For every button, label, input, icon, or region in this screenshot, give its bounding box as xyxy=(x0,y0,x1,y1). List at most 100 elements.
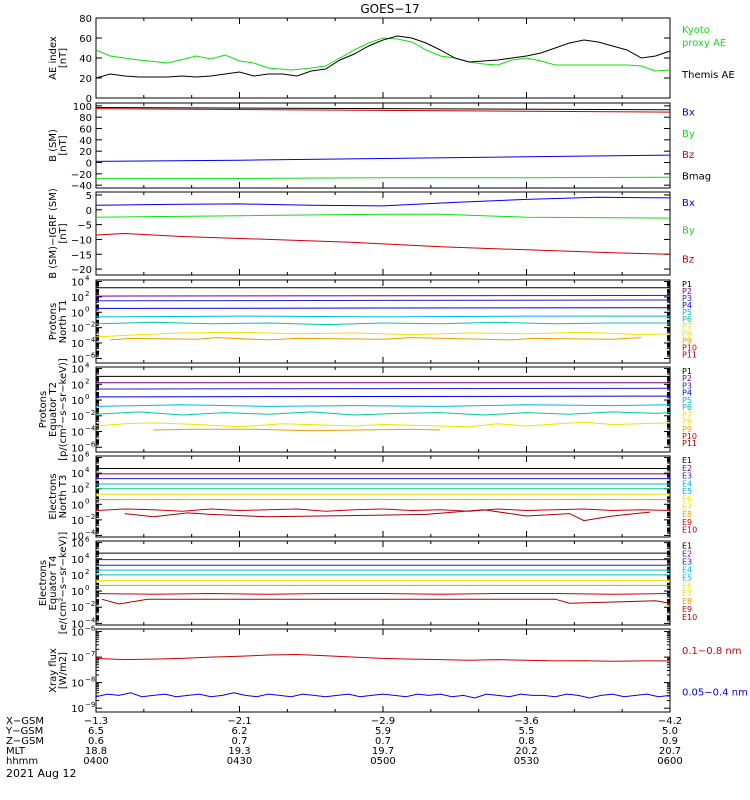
time-axis: X−GSM −1.3 −2.1 −2.9 −3.6 −4.2 Y−GSM 6.5 6.2 5.9 5… xyxy=(5,716,683,767)
ephemeris-value: 0400 xyxy=(83,756,108,767)
y-tick-exponent: 4 xyxy=(85,275,90,283)
y-tick-exponent: 6 xyxy=(85,451,90,459)
y-tick-label: 0 xyxy=(86,94,92,105)
legend-entry: E9 xyxy=(682,605,692,614)
ephemeris-value: 20.2 xyxy=(515,746,537,757)
y-tick-label: 10 xyxy=(71,469,84,480)
ephemeris-value: 0600 xyxy=(657,756,682,767)
y-axis-label: [nT] xyxy=(58,48,69,68)
panel-3: 5 0 −5 −10 −15 −20 B (SM)−IGRF (SM) [nT] Bx By Bz xyxy=(48,188,695,279)
series-line-0-1-0-8-nm xyxy=(95,653,670,662)
ephemeris-value: 5.5 xyxy=(519,726,535,737)
y-tick-exponent: 4 xyxy=(85,362,90,370)
legend-entry: P10 xyxy=(682,432,697,441)
legend-entry: P8 xyxy=(682,329,692,338)
legend-entry: P1 xyxy=(682,280,692,289)
y-tick-exponent: −4 xyxy=(85,616,96,624)
panel-frame xyxy=(95,17,671,99)
y-axis-label: Electrons xyxy=(48,473,59,519)
y-axis-label: North T1 xyxy=(58,300,69,344)
legend-entry: E6 xyxy=(682,581,692,590)
y-tick-label: 10 xyxy=(71,653,84,664)
y-tick-exponent: 0 xyxy=(85,584,89,592)
series-line-p7 xyxy=(95,331,671,338)
panel-1: 0 20 40 60 80 AE index [nT] Kyoto proxy AE Themis… xyxy=(48,14,735,105)
legend-entry: P4 xyxy=(682,389,692,398)
y-axis-label: B (SM) xyxy=(48,129,59,162)
y-axis-label: Equator T2 xyxy=(48,382,59,437)
legend-entry: By xyxy=(682,225,695,236)
y-tick-exponent: −2 xyxy=(85,409,95,417)
ephemeris-label: hhmm xyxy=(6,756,38,767)
y-tick-label: 10 xyxy=(71,428,84,439)
y-tick-label: −15 xyxy=(71,250,92,261)
y-tick-exponent: −8 xyxy=(85,676,95,684)
series-line-p3 xyxy=(95,299,671,302)
y-tick-exponent: 0 xyxy=(85,497,89,505)
y-axis-label: Xray flux xyxy=(48,648,59,693)
legend-entry: Bx xyxy=(682,108,695,119)
y-tick-label: −5 xyxy=(77,221,92,232)
legend-entry: Bz xyxy=(682,254,694,265)
legend-entry: 0.1−0.8 nm xyxy=(682,646,741,657)
ephemeris-value: 5.0 xyxy=(662,726,678,737)
y-tick-label: 10 xyxy=(71,539,84,550)
legend-entry: E8 xyxy=(682,597,692,606)
series-line-p5 xyxy=(95,404,671,407)
legend-entry: P11 xyxy=(682,350,697,359)
legend-entry: P3 xyxy=(682,294,692,303)
ephemeris-value: −3.6 xyxy=(514,716,538,727)
series-line-0-05-0-4-nm xyxy=(95,692,671,699)
y-tick-label: 10 xyxy=(71,555,84,566)
legend-entry: P3 xyxy=(682,381,692,390)
ephemeris-value: 0.9 xyxy=(662,736,678,747)
y-tick-label: 20 xyxy=(79,147,92,158)
ephemeris-value: 20.7 xyxy=(659,746,681,757)
y-tick-exponent: 2 xyxy=(85,482,89,490)
legend-entry: P8 xyxy=(682,418,692,427)
series-line-bx xyxy=(95,196,671,207)
series-line-p4 xyxy=(95,307,671,309)
legend-entry: E10 xyxy=(682,525,697,534)
y-tick-label: 10 xyxy=(71,443,84,454)
y-tick-label: −40 xyxy=(71,181,92,192)
series-line-bmag xyxy=(95,107,671,111)
legend-entry: P10 xyxy=(682,343,697,352)
legend-entry: E5 xyxy=(682,487,692,496)
legend-entry: E10 xyxy=(682,613,697,622)
series-line-by xyxy=(96,176,671,179)
y-axis-label: [W/m2] xyxy=(58,652,69,689)
panel-frame xyxy=(95,366,671,453)
legend-entry: P7 xyxy=(682,322,692,331)
ephemeris-value: 18.8 xyxy=(85,746,107,757)
y-axis-label: Electrons xyxy=(38,560,49,606)
legend-entry: P5 xyxy=(682,308,692,317)
y-tick-exponent: 2 xyxy=(85,290,89,298)
y-tick-label: 40 xyxy=(79,136,92,147)
y-tick-label: 10 xyxy=(71,531,84,542)
series-line-p2 xyxy=(95,294,671,297)
y-tick-exponent: −4 xyxy=(85,425,96,433)
legend-entry: E3 xyxy=(682,472,692,481)
ephemeris-label: Z−GSM xyxy=(6,736,44,747)
series-line-e8 xyxy=(95,592,671,595)
ephemeris-label: X−GSM xyxy=(6,716,44,727)
y-tick-exponent: −2 xyxy=(85,321,95,329)
y-axis-label: [nT] xyxy=(58,135,69,155)
legend-entry: E1 xyxy=(682,456,692,465)
y-tick-label: 60 xyxy=(79,34,92,45)
y-tick-exponent: −6 xyxy=(85,625,96,633)
y-tick-exponent: 4 xyxy=(85,552,90,560)
series-line-p8 xyxy=(110,337,642,341)
legend-entry: proxy AE xyxy=(682,38,726,49)
y-tick-label: 10 xyxy=(71,339,84,350)
ephemeris-value: 6.2 xyxy=(232,726,248,737)
legend-entry: E6 xyxy=(682,495,692,504)
legend-entry: E2 xyxy=(682,464,692,473)
y-tick-exponent: 6 xyxy=(85,536,90,544)
legend-entry: P9 xyxy=(682,336,692,345)
series-line-by xyxy=(95,213,671,219)
